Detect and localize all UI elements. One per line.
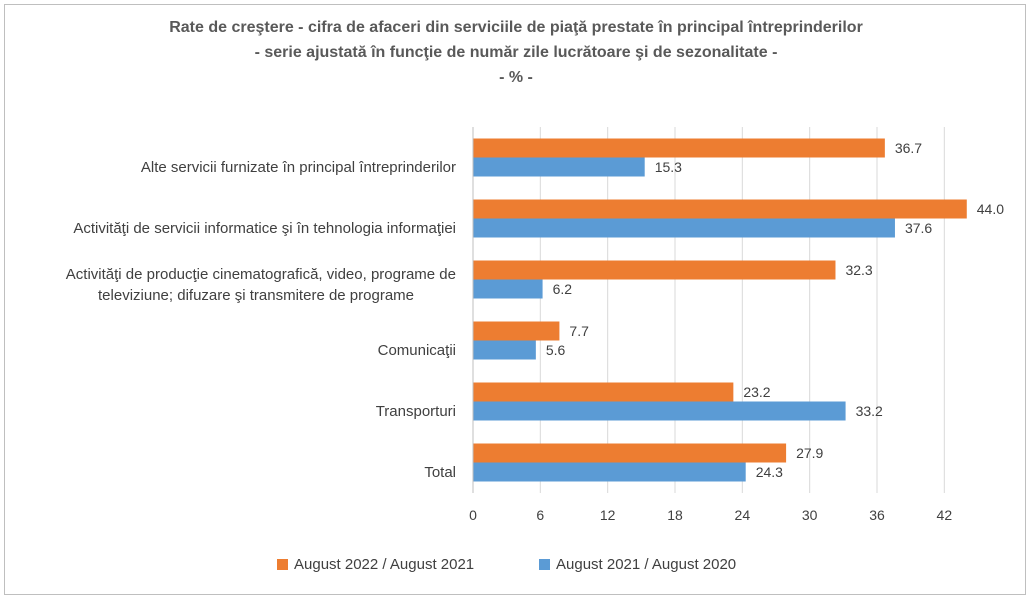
- legend-item-2022: August 2022 / August 2021: [277, 556, 474, 573]
- bar-series1-cat1: [473, 138, 885, 158]
- legend-label-2022: August 2022 / August 2021: [294, 556, 475, 573]
- bar-series1-cat3: [473, 260, 836, 280]
- legend-swatch-orange: [277, 559, 288, 570]
- bar-series2-cat6: [473, 462, 746, 482]
- category-label-2-line-1: Activităţi de servicii informatice şi în…: [73, 220, 456, 237]
- legend-label-2021: August 2021 / August 2020: [556, 556, 737, 573]
- category-label-3: Activităţi de producţie cinematografică,…: [66, 264, 456, 306]
- bar-series2-cat5: [473, 401, 846, 421]
- bar-series2-cat3: [473, 279, 543, 299]
- x-tick-label-7: 42: [936, 507, 953, 523]
- category-label-4-line-1: Comunicaţii: [377, 342, 456, 359]
- x-tick-label-4: 24: [734, 507, 751, 523]
- x-tick-label-1: 6: [536, 507, 545, 523]
- legend-swatch-blue: [539, 559, 550, 570]
- x-tick-label-2: 12: [599, 507, 616, 523]
- legend-item-2021: August 2021 / August 2020: [539, 556, 736, 573]
- value-label-series1-cat2: 44.0: [977, 201, 1004, 217]
- value-label-series2-cat6: 24.3: [756, 464, 783, 480]
- bar-series2-cat4: [473, 340, 536, 360]
- x-tick-label-3: 18: [667, 507, 683, 523]
- value-label-series2-cat4: 5.6: [546, 342, 566, 358]
- value-label-series2-cat1: 15.3: [655, 159, 682, 175]
- bar-series1-cat6: [473, 443, 787, 463]
- value-label-series1-cat1: 36.7: [895, 140, 922, 156]
- x-tick-label-5: 30: [801, 507, 818, 523]
- bar-series2-cat2: [473, 218, 895, 238]
- category-label-4: Comunicaţii: [378, 340, 456, 361]
- chart-frame: [4, 4, 1026, 595]
- category-label-1-line-1: Alte servicii furnizate în principal înt…: [140, 159, 456, 176]
- chart-unit: - % -: [499, 69, 533, 86]
- value-label-series2-cat3: 6.2: [553, 281, 573, 297]
- x-tick-label-6: 36: [869, 507, 885, 523]
- value-label-series1-cat6: 27.9: [796, 445, 823, 461]
- bar-series1-cat2: [473, 199, 967, 219]
- value-label-series1-cat3: 32.3: [845, 262, 872, 278]
- category-label-2: Activităţi de servicii informatice şi în…: [73, 218, 456, 239]
- chart-title: Rate de creştere - cifra de afaceri din …: [169, 19, 863, 36]
- category-label-6: Total: [424, 462, 456, 483]
- chart-subtitle: - serie ajustată în funcţie de număr zil…: [254, 44, 778, 61]
- category-label-5: Transporturi: [376, 401, 456, 422]
- x-tick-label-0: 0: [469, 507, 477, 523]
- bar-series2-cat1: [473, 157, 645, 177]
- category-label-5-line-1: Transporturi: [375, 403, 456, 420]
- category-label-3-line-2: televiziune; difuzare şi transmitere de …: [98, 286, 414, 304]
- category-label-6-line-1: Total: [424, 464, 456, 481]
- value-label-series2-cat2: 37.6: [905, 220, 932, 236]
- value-label-series2-cat5: 33.2: [856, 403, 883, 419]
- category-label-1: Alte servicii furnizate în principal înt…: [141, 157, 456, 178]
- value-label-series1-cat4: 7.7: [569, 323, 589, 339]
- value-label-series1-cat5: 23.2: [743, 384, 770, 400]
- bar-series1-cat5: [473, 382, 734, 402]
- category-label-3-line-1: Activităţi de producţie cinematografică,…: [65, 265, 456, 283]
- bar-series1-cat4: [473, 321, 560, 341]
